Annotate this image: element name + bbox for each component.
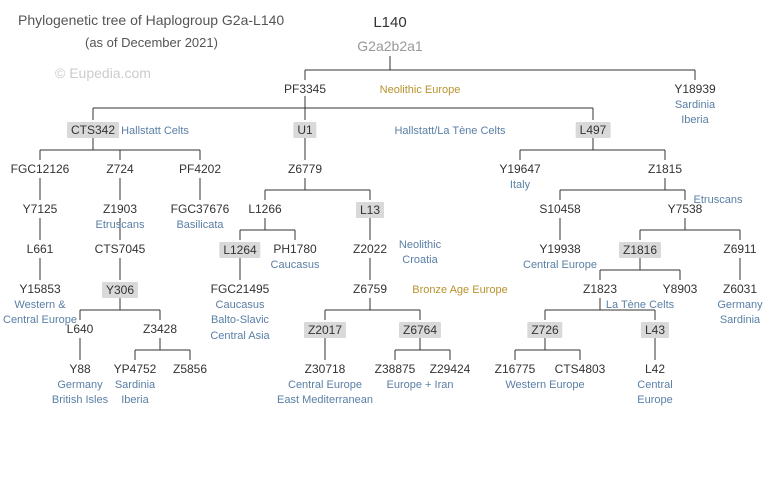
node-Y88: Y88 (69, 362, 90, 376)
node-Z2022: Z2022 (353, 242, 387, 256)
ann-latene: La Tène Celts (606, 298, 674, 313)
ann-bronze-age: Bronze Age Europe (412, 284, 507, 296)
node-S10458: S10458 (539, 202, 580, 216)
ann-neo-croatia: NeolithicCroatia (399, 238, 441, 269)
ann-sardinia-iberia2: SardiniaIberia (115, 378, 155, 409)
node-L43: L43 (641, 322, 669, 338)
node-YP4752: YP4752 (114, 362, 157, 376)
node-Z16775: Z16775 (495, 362, 536, 376)
node-Z1823: Z1823 (583, 282, 617, 296)
node-FGC37676: FGC37676 (171, 202, 230, 216)
node-Y7538: Y7538 (668, 202, 703, 216)
node-Y7125: Y7125 (23, 202, 58, 216)
node-L497: L497 (576, 122, 611, 138)
ann-italy: Italy (510, 178, 530, 193)
node-Y306: Y306 (102, 282, 138, 298)
node-L1266: L1266 (248, 202, 281, 216)
node-Y19938: Y19938 (539, 242, 580, 256)
ann-caucasus-balto: CaucasusBalto-SlavicCentral Asia (210, 298, 269, 344)
node-Z6911: Z6911 (723, 242, 756, 256)
node-CTS4803: CTS4803 (555, 362, 606, 376)
node-Z1815: Z1815 (648, 162, 682, 176)
watermark: © Eupedia.com (55, 65, 151, 81)
node-Z1903: Z1903 (103, 202, 137, 216)
node-Y15853: Y15853 (19, 282, 60, 296)
node-Z5856: Z5856 (173, 362, 207, 376)
ann-ceur-eastmed: Central EuropeEast Mediterranean (277, 378, 373, 409)
ann-neolithic-eur: Neolithic Europe (380, 84, 461, 96)
node-Z3428: Z3428 (143, 322, 177, 336)
node-L640: L640 (67, 322, 94, 336)
node-alias: G2a2b2a1 (357, 38, 422, 54)
node-Z6759: Z6759 (353, 282, 387, 296)
ann-germany-british: GermanyBritish Isles (52, 378, 108, 409)
node-FGC12126: FGC12126 (11, 162, 70, 176)
node-root: L140 (373, 14, 406, 31)
ann-western-europe: Western Europe (505, 378, 584, 393)
node-Z2017: Z2017 (304, 322, 346, 338)
page-title: Phylogenetic tree of Haplogroup G2a-L140 (18, 12, 284, 28)
node-CTS342: CTS342 (67, 122, 119, 138)
node-Z726: Z726 (527, 322, 562, 338)
node-PH1780: PH1780 (273, 242, 316, 256)
page-subtitle: (as of December 2021) (85, 35, 218, 50)
node-PF3345: PF3345 (284, 82, 326, 96)
node-Z30718: Z30718 (305, 362, 346, 376)
ann-central-europe2: CentralEurope (637, 378, 672, 409)
node-Y8903: Y8903 (663, 282, 698, 296)
ann-europe-iran: Europe + Iran (387, 378, 454, 393)
node-FGC21495: FGC21495 (211, 282, 270, 296)
node-U1: U1 (293, 122, 316, 138)
ann-basilicata: Basilicata (176, 218, 223, 233)
node-Z1816: Z1816 (619, 242, 661, 258)
ann-hallstatt: Hallstatt Celts (121, 124, 189, 139)
node-Z6779: Z6779 (288, 162, 322, 176)
node-Z724: Z724 (106, 162, 133, 176)
node-Y19647: Y19647 (499, 162, 540, 176)
node-L13: L13 (356, 202, 384, 218)
ann-sardinia-iberia: SardiniaIberia (675, 98, 715, 129)
ann-etruscans: Etruscans (96, 218, 145, 233)
node-Z38875: Z38875 (375, 362, 416, 376)
node-Z6031: Z6031 (723, 282, 757, 296)
node-L661: L661 (27, 242, 54, 256)
node-Y18939: Y18939 (674, 82, 715, 96)
ann-central-eur: Central Europe (523, 258, 597, 273)
node-L42: L42 (645, 362, 665, 376)
node-PF4202: PF4202 (179, 162, 221, 176)
ann-caucasus: Caucasus (271, 258, 320, 273)
ann-germany-sardinia: GermanySardinia (717, 298, 762, 329)
ann-hallstatt-latene: Hallstatt/La Tène Celts (394, 124, 505, 139)
node-CTS7045: CTS7045 (95, 242, 146, 256)
node-Z6764: Z6764 (399, 322, 441, 338)
node-Z29424: Z29424 (430, 362, 471, 376)
node-L1264: L1264 (219, 242, 260, 258)
